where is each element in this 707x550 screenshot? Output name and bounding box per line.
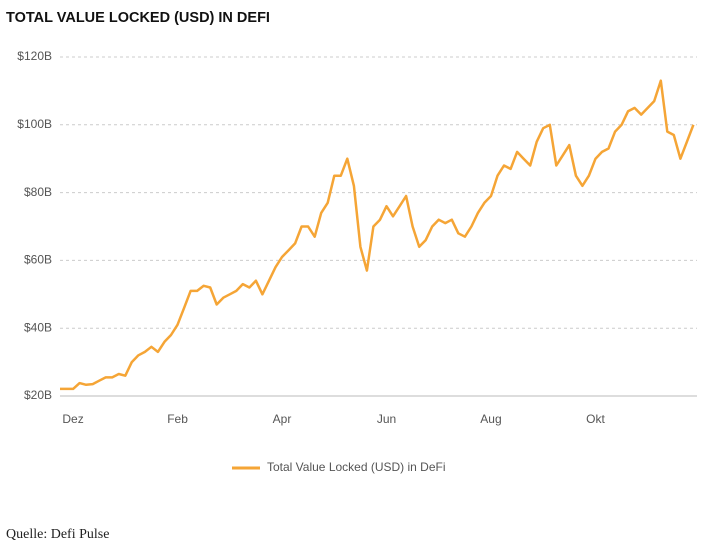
y-tick-label: $60B	[24, 253, 52, 267]
source: Quelle: Defi Pulse	[6, 527, 109, 542]
data-line	[60, 79, 695, 391]
y-tick-label: $100B	[17, 117, 52, 131]
x-tick-label: Jun	[377, 412, 396, 426]
legend-label: Total Value Locked (USD) in DeFi	[267, 460, 446, 474]
x-tick-label: Dez	[62, 412, 83, 426]
x-tick-label: Okt	[586, 412, 605, 426]
y-tick-label: $120B	[17, 49, 52, 63]
chart-title: TOTAL VALUE LOCKED (USD) IN DEFI	[6, 10, 270, 26]
y-tick-label: $80B	[24, 185, 52, 199]
y-tick-label: $40B	[24, 320, 52, 334]
y-tick-label: $20B	[24, 388, 52, 402]
x-tick-label: Apr	[273, 412, 292, 426]
x-tick-label: Feb	[167, 412, 188, 426]
x-tick-label: Aug	[480, 412, 501, 426]
